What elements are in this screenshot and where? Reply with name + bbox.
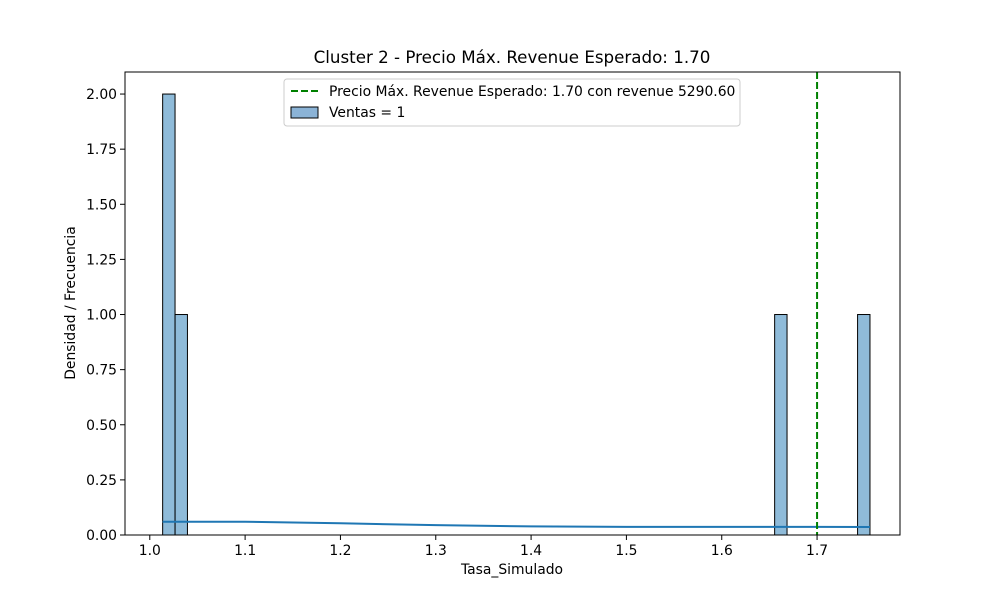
y-tick-label: 1.75 bbox=[86, 142, 117, 158]
y-tick-label: 1.25 bbox=[86, 252, 117, 268]
x-axis-label: Tasa_Simulado bbox=[460, 562, 563, 578]
y-tick-label: 1.00 bbox=[86, 308, 117, 324]
histogram-bar-2 bbox=[174, 314, 188, 536]
x-tick-label: 1.6 bbox=[711, 543, 733, 559]
kde-line bbox=[162, 520, 870, 529]
chart-title: Cluster 2 - Precio Máx. Revenue Esperado… bbox=[314, 47, 711, 67]
y-axis-label: Densidad / Frecuencia bbox=[63, 226, 79, 380]
y-tick-label: 0.75 bbox=[86, 363, 117, 379]
legend-entry-revenue: Precio Máx. Revenue Esperado: 1.70 con r… bbox=[329, 84, 735, 100]
histogram-bar-3 bbox=[774, 314, 788, 536]
y-tick-label: 0.50 bbox=[86, 418, 117, 434]
x-tick-label: 1.5 bbox=[615, 543, 637, 559]
legend-box bbox=[283, 78, 741, 127]
plot-area bbox=[162, 72, 871, 536]
histogram-bar-4 bbox=[857, 314, 871, 536]
axes-frame bbox=[124, 71, 901, 536]
x-tick-label: 1.3 bbox=[425, 543, 447, 559]
x-tick-label: 1.0 bbox=[139, 543, 161, 559]
x-tick-label: 1.2 bbox=[329, 543, 351, 559]
legend-entry-ventas: Ventas = 1 bbox=[329, 105, 405, 121]
y-tick-label: 0.25 bbox=[86, 473, 117, 489]
y-tick-label: 0.00 bbox=[86, 528, 117, 544]
y-tick-label: 1.50 bbox=[86, 197, 117, 213]
x-tick-label: 1.4 bbox=[520, 543, 542, 559]
x-tick-label: 1.1 bbox=[234, 543, 256, 559]
y-tick-label: 2.00 bbox=[86, 87, 117, 103]
axis-ticks: 1.0 1.1 1.2 1.3 1.4 1.5 1.6 1.7 0.00 0.25 0.50 0.75… bbox=[86, 87, 828, 559]
x-tick-label: 1.7 bbox=[806, 543, 828, 559]
legend-bar-swatch bbox=[290, 106, 319, 119]
legend: Precio Máx. Revenue Esperado: 1.70 con r… bbox=[283, 78, 741, 127]
histogram-bar-1 bbox=[162, 93, 176, 536]
